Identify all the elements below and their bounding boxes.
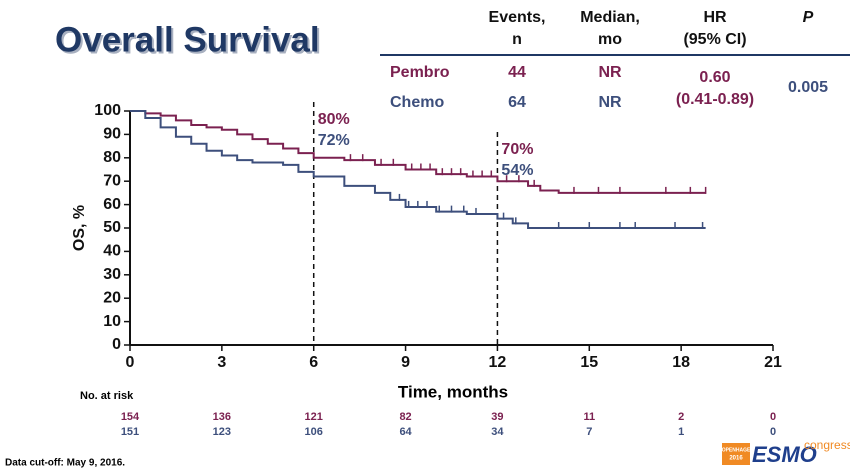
x-axis-label: Time, months — [398, 382, 508, 401]
y-tick-label: 90 — [103, 126, 121, 143]
p-value: 0.005 — [788, 79, 828, 96]
table-header: mo — [598, 31, 622, 48]
hr: 0.60 — [699, 69, 730, 86]
at-risk-count: 151 — [121, 426, 139, 438]
logo-year: 2016 — [729, 456, 743, 462]
x-tick-label: 18 — [672, 354, 690, 371]
y-axis-label: OS, % — [71, 205, 88, 251]
at-risk-count: 0 — [770, 426, 776, 438]
x-tick-label: 6 — [309, 354, 318, 371]
at-risk-count: 106 — [305, 426, 323, 438]
x-tick-label: 0 — [126, 354, 135, 371]
x-tick-label: 3 — [217, 354, 226, 371]
at-risk-count: 123 — [213, 426, 231, 438]
at-risk-count: 2 — [678, 411, 684, 423]
at-risk-count: 11 — [583, 411, 595, 423]
row-name: Pembro — [390, 64, 450, 81]
at-risk-label: No. at risk — [80, 390, 134, 402]
y-tick-label: 0 — [112, 336, 121, 353]
y-tick-label: 50 — [103, 219, 121, 236]
annotation: 70% — [501, 141, 533, 158]
footnote: Data cut-off: May 9, 2016. — [5, 458, 125, 469]
logo-brand: ESMO — [752, 442, 817, 467]
hr: (0.41-0.89) — [676, 91, 754, 108]
table-header: Events, — [489, 9, 546, 26]
at-risk-count: 34 — [491, 426, 504, 438]
y-tick-label: 20 — [103, 289, 121, 306]
logo-box — [722, 443, 750, 465]
y-tick-label: 40 — [103, 243, 121, 260]
at-risk-count: 82 — [399, 411, 411, 423]
row-median: NR — [598, 64, 622, 81]
annotation: 72% — [318, 132, 350, 149]
table-header: n — [512, 31, 522, 48]
at-risk-count: 7 — [586, 426, 592, 438]
y-tick-label: 100 — [94, 102, 121, 119]
y-tick-label: 60 — [103, 196, 121, 213]
at-risk-count: 121 — [305, 411, 323, 423]
table-header: HR — [703, 9, 727, 26]
at-risk-count: 39 — [491, 411, 503, 423]
row-name: Chemo — [390, 94, 444, 111]
row-median: NR — [598, 94, 622, 111]
at-risk-count: 154 — [121, 411, 140, 423]
y-tick-label: 70 — [103, 172, 121, 189]
table-header: P — [803, 9, 814, 26]
chart-title: Overall Survival — [55, 20, 320, 59]
at-risk-count: 136 — [213, 411, 231, 423]
survival-curve — [130, 110, 706, 229]
y-tick-label: 10 — [103, 313, 121, 330]
annotation: 54% — [501, 162, 533, 179]
x-tick-label: 15 — [580, 354, 598, 371]
row-events: 64 — [508, 94, 526, 111]
logo-tag: congress — [804, 438, 850, 452]
y-tick-label: 30 — [103, 266, 121, 283]
y-tick-label: 80 — [103, 149, 121, 166]
table-header: Median, — [580, 9, 640, 26]
table-header: (95% CI) — [683, 31, 746, 48]
x-tick-label: 21 — [764, 354, 782, 371]
x-tick-label: 12 — [489, 354, 507, 371]
title-shadow: Overall Survival — [57, 22, 322, 61]
x-tick-label: 9 — [401, 354, 410, 371]
at-risk-count: 0 — [770, 411, 776, 423]
annotation: 80% — [318, 111, 350, 128]
at-risk-count: 1 — [678, 426, 684, 438]
at-risk-count: 64 — [399, 426, 412, 438]
row-events: 44 — [508, 64, 526, 81]
survival-curve — [130, 110, 706, 194]
logo-city: COPENHAGEN — [718, 447, 754, 453]
